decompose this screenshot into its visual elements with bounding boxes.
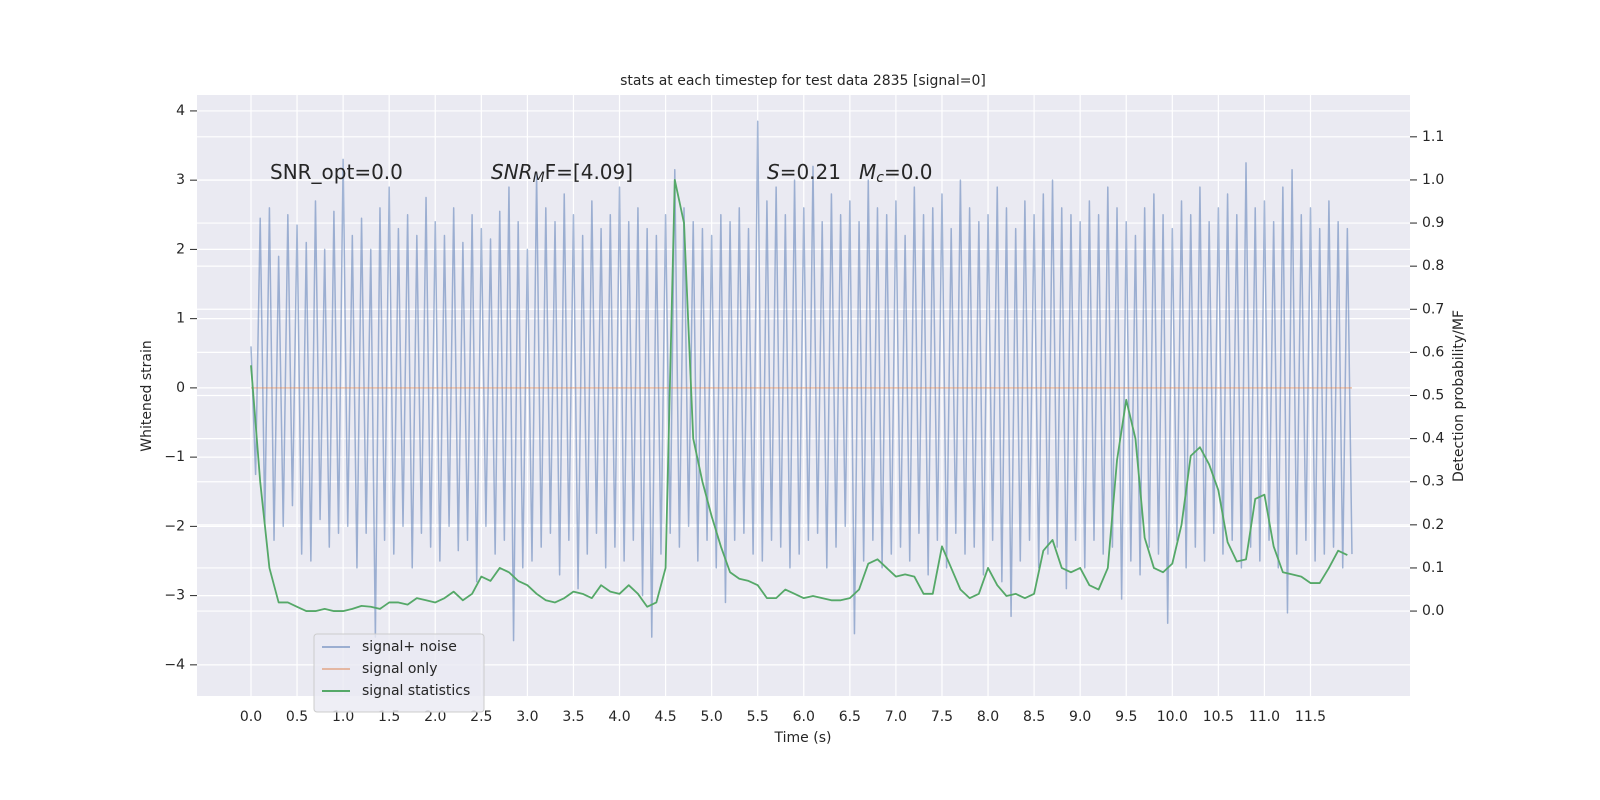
y-tick-label: 1 bbox=[176, 311, 185, 327]
y2-tick-label: 0.0 bbox=[1422, 603, 1444, 619]
annotation-tail: =0.0 bbox=[884, 160, 933, 184]
x-tick-label: 8.5 bbox=[1023, 709, 1045, 725]
x-tick-label: 3.5 bbox=[562, 709, 584, 725]
x-tick-label: 10.0 bbox=[1157, 709, 1188, 725]
annotation: Mc=0.0 bbox=[859, 160, 933, 187]
y-tick-label: 0 bbox=[176, 380, 185, 396]
y2-tick-label: 0.2 bbox=[1422, 517, 1444, 533]
x-tick-label: 11.0 bbox=[1249, 709, 1280, 725]
x-tick-label: 11.5 bbox=[1295, 709, 1326, 725]
x-tick-label: 3.0 bbox=[516, 709, 538, 725]
legend-label: signal+ noise bbox=[362, 639, 457, 655]
y-tick-label: −4 bbox=[164, 657, 185, 673]
x-tick-label: 7.0 bbox=[885, 709, 907, 725]
legend-label: signal statistics bbox=[362, 683, 470, 699]
y2-tick-label: 0.6 bbox=[1422, 344, 1444, 360]
annotation-main: SNR bbox=[491, 160, 533, 184]
y2-axis-label: Detection probability/MF bbox=[1451, 310, 1467, 482]
x-tick-label: 5.5 bbox=[747, 709, 769, 725]
annotation-sub: c bbox=[876, 170, 884, 186]
x-axis-label: Time (s) bbox=[774, 730, 832, 746]
y-tick-label: 2 bbox=[176, 241, 185, 257]
y2-tick-label: 0.4 bbox=[1422, 431, 1444, 447]
annotation-tail: =0.21 bbox=[780, 160, 841, 184]
y2-tick-label: 0.8 bbox=[1422, 258, 1444, 274]
x-tick-label: 6.5 bbox=[839, 709, 861, 725]
x-tick-label: 2.5 bbox=[470, 709, 492, 725]
y-tick-label: −2 bbox=[164, 518, 185, 534]
legend-label: signal only bbox=[362, 661, 437, 677]
series-line bbox=[250, 120, 1353, 642]
x-tick-label: 5.0 bbox=[701, 709, 723, 725]
x-tick-label: 1.0 bbox=[332, 709, 354, 725]
y-tick-label: −1 bbox=[164, 449, 185, 465]
x-tick-label: 6.0 bbox=[793, 709, 815, 725]
y2-tick-label: 0.1 bbox=[1422, 560, 1444, 576]
x-tick-label: 9.0 bbox=[1069, 709, 1091, 725]
x-tick-label: 7.5 bbox=[931, 709, 953, 725]
y2-tick-label: 0.9 bbox=[1422, 215, 1444, 231]
marks bbox=[250, 120, 1353, 642]
y2-tick-label: 1.1 bbox=[1422, 129, 1444, 145]
x-tick-label: 0.0 bbox=[240, 709, 262, 725]
legend-box bbox=[313, 633, 485, 713]
y2-tick-label: 1.0 bbox=[1422, 172, 1444, 188]
annotation-main: M bbox=[859, 160, 876, 184]
x-tick-label: 0.5 bbox=[286, 709, 308, 725]
x-tick-label: 4.0 bbox=[608, 709, 630, 725]
y2-tick-label: 0.3 bbox=[1422, 474, 1444, 490]
x-tick-label: 1.5 bbox=[378, 709, 400, 725]
annotation: SNRMF=[4.09] bbox=[491, 160, 633, 187]
y2-tick-label: 0.7 bbox=[1422, 301, 1444, 317]
x-tick-label: 2.0 bbox=[424, 709, 446, 725]
x-tick-label: 9.5 bbox=[1115, 709, 1137, 725]
annotation-sub: M bbox=[533, 170, 545, 186]
x-tick-label: 8.0 bbox=[977, 709, 999, 725]
annotation: SNR_opt=0.0 bbox=[270, 160, 403, 184]
y-tick-label: −3 bbox=[164, 588, 185, 604]
x-tick-label: 4.5 bbox=[654, 709, 676, 725]
labels: 0.0 0.5 1.0 1.5 2.0 2.5 3.0 3.5 4.0 4.5 5.0 5.5 6.0 6… bbox=[164, 103, 1444, 725]
annotation-main: SNR_opt=0.0 bbox=[270, 160, 403, 184]
annotation-tail: F=[4.09] bbox=[545, 160, 633, 184]
y-tick-label: 3 bbox=[176, 172, 185, 188]
y2-tick-label: 0.5 bbox=[1422, 388, 1444, 404]
y-axis-label: Whitened strain bbox=[139, 340, 155, 451]
annotation: S=0.21 bbox=[767, 160, 841, 184]
x-tick-label: 10.5 bbox=[1203, 709, 1234, 725]
chart-title: stats at each timestep for test data 283… bbox=[620, 73, 986, 89]
annotation-main: S bbox=[767, 160, 780, 184]
y-tick-label: 4 bbox=[176, 103, 185, 119]
series-line bbox=[250, 179, 1348, 612]
